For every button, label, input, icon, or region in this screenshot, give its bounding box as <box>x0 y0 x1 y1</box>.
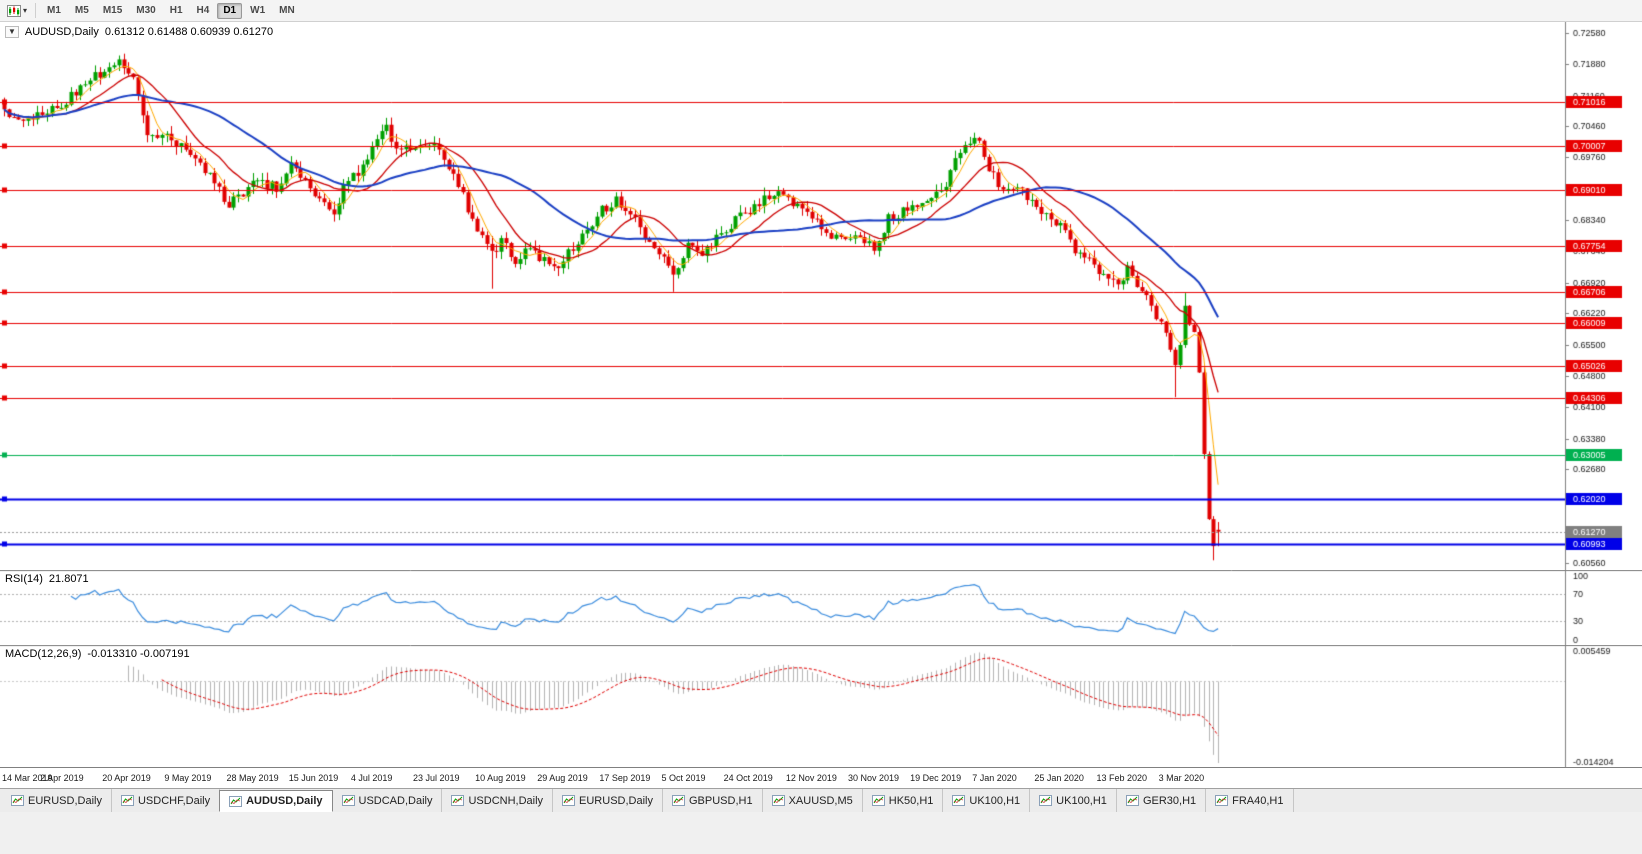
date-label: 30 Nov 2019 <box>847 773 899 783</box>
date-label: 23 Jul 2019 <box>412 773 460 783</box>
chart-tab-4[interactable]: USDCNH,Daily <box>442 789 554 812</box>
date-label: 13 Feb 2020 <box>1096 773 1148 783</box>
toolbar-separator <box>35 3 37 18</box>
chart-type-button[interactable]: ▾ <box>3 4 31 18</box>
timeframe-button-m30[interactable]: M30 <box>136 4 156 16</box>
chart-title: ▼ AUDUSD,Daily 0.61312 0.61488 0.60939 0… <box>5 26 273 38</box>
chart-tab-label: USDCAD,Daily <box>358 794 433 807</box>
mini-chart-icon <box>771 795 785 806</box>
timeframe-button-m1[interactable]: M1 <box>47 4 61 16</box>
macd-indicator-panel[interactable] <box>0 645 1642 767</box>
chart-ohlc-values: 0.61312 0.61488 0.60939 0.61270 <box>104 26 274 38</box>
date-label: 19 Dec 2019 <box>910 773 962 783</box>
price-chart-canvas[interactable] <box>0 22 1642 570</box>
timeframe-buttons: M1 M5 M15 M30 H1 H4 D1 W1 MN <box>40 2 302 19</box>
time-axis[interactable]: 14 Mar 2019 2 Apr 2019 20 Apr 2019 9 May 20… <box>0 767 1642 788</box>
chart-tab-label: EURUSD,Daily <box>579 794 653 807</box>
chart-expand-arrow-icon[interactable]: ▼ <box>5 26 19 38</box>
mini-chart-icon <box>229 795 243 807</box>
chart-tab-bar: EURUSD,Daily USDCHF,Daily AUDUSD,Daily USDC… <box>0 788 1642 812</box>
date-label: 12 Nov 2019 <box>785 773 837 783</box>
date-label: 4 Jul 2019 <box>350 773 393 783</box>
chart-tab-label: USDCHF,Daily <box>137 794 211 807</box>
window-background <box>0 812 1642 854</box>
date-label: 20 Apr 2019 <box>102 773 151 783</box>
chart-tab-label: AUDUSD,Daily <box>246 795 323 807</box>
mini-chart-icon <box>1039 795 1053 806</box>
chart-tab-12[interactable]: FRA40,H1 <box>1206 789 1294 812</box>
mini-chart-icon <box>341 795 355 806</box>
mini-chart-icon <box>11 795 24 806</box>
candlestick-chart-icon <box>7 4 21 17</box>
mini-chart-icon <box>451 795 465 806</box>
date-label: 2 Apr 2019 <box>40 773 84 783</box>
chart-tab-label: HK50,H1 <box>888 794 934 807</box>
timeframe-button-w1[interactable]: W1 <box>250 4 266 16</box>
mini-chart-icon <box>120 795 134 806</box>
date-label: 29 Aug 2019 <box>537 773 588 783</box>
chart-symbol-period: AUDUSD,Daily <box>24 26 99 38</box>
date-label: 14 Mar 2019 <box>2 773 53 783</box>
date-label: 25 Jan 2020 <box>1034 773 1084 783</box>
timeframe-button-h4[interactable]: H4 <box>196 4 210 16</box>
mini-chart-icon <box>1125 795 1139 806</box>
chart-tab-label: EURUSD,Daily <box>28 794 102 807</box>
chart-tab-label: FRA40,H1 <box>1232 794 1284 807</box>
macd-values: -0.013310 -0.007191 <box>87 648 190 660</box>
mini-chart-icon <box>562 795 576 806</box>
chart-tab-label: XAUUSD,M5 <box>788 794 853 807</box>
date-label: 24 Oct 2019 <box>723 773 773 783</box>
date-label: 28 May 2019 <box>226 773 279 783</box>
date-label: 17 Sep 2019 <box>599 773 651 783</box>
chart-tab-0[interactable]: EURUSD,Daily <box>2 789 112 812</box>
date-label: 10 Aug 2019 <box>475 773 526 783</box>
chart-window: 14 Mar 2019 2 Apr 2019 20 Apr 2019 9 May 20… <box>0 22 1642 788</box>
timeframe-toolbar: ▾ M1 M5 M15 M30 H1 H4 D1 W1 MN <box>0 0 1642 22</box>
chart-tab-7[interactable]: XAUUSD,M5 <box>763 789 863 812</box>
chart-tab-label: USDCNH,Daily <box>468 794 544 807</box>
macd-label: MACD(12,26,9) -0.013310 -0.007191 <box>5 648 190 660</box>
mini-chart-icon <box>952 795 966 806</box>
mini-chart-icon <box>871 795 885 806</box>
chart-tab-10[interactable]: UK100,H1 <box>1030 789 1117 812</box>
date-label: 15 Jun 2019 <box>288 773 339 783</box>
chart-tab-5[interactable]: EURUSD,Daily <box>553 789 663 812</box>
rsi-indicator-panel[interactable] <box>0 570 1642 645</box>
date-label: 7 Jan 2020 <box>972 773 1017 783</box>
chart-tab-label: GER30,H1 <box>1142 794 1197 807</box>
timeframe-button-m5[interactable]: M5 <box>74 4 89 16</box>
chart-tab-label: UK100,H1 <box>1056 794 1107 807</box>
rsi-label: RSI(14) 21.8071 <box>5 573 89 585</box>
date-label: 5 Oct 2019 <box>661 773 706 783</box>
rsi-value: 21.8071 <box>48 573 89 585</box>
chart-tab-11[interactable]: GER30,H1 <box>1117 789 1207 812</box>
dropdown-caret-icon: ▾ <box>23 5 28 15</box>
chart-tab-label: GBPUSD,H1 <box>689 794 753 807</box>
chart-tab-9[interactable]: UK100,H1 <box>943 789 1031 812</box>
chart-tab-6[interactable]: GBPUSD,H1 <box>663 789 763 812</box>
chart-tab-2[interactable]: AUDUSD,Daily <box>219 790 333 812</box>
date-label: 3 Mar 2020 <box>1158 773 1205 783</box>
chart-tab-8[interactable]: HK50,H1 <box>863 789 944 812</box>
chart-tab-label: UK100,H1 <box>969 794 1021 807</box>
timeframe-button-h1[interactable]: H1 <box>169 4 183 16</box>
date-label: 9 May 2019 <box>164 773 212 783</box>
timeframe-button-d1[interactable]: D1 <box>217 2 243 19</box>
macd-indicator-name: MACD(12,26,9) <box>5 648 82 660</box>
rsi-indicator-name: RSI(14) <box>5 573 43 585</box>
mini-chart-icon <box>672 795 685 806</box>
timeframe-button-mn[interactable]: MN <box>279 4 295 16</box>
mini-chart-icon <box>1215 795 1229 806</box>
chart-tab-1[interactable]: USDCHF,Daily <box>112 789 221 812</box>
chart-tab-3[interactable]: USDCAD,Daily <box>333 789 443 812</box>
timeframe-button-m15[interactable]: M15 <box>102 4 123 16</box>
